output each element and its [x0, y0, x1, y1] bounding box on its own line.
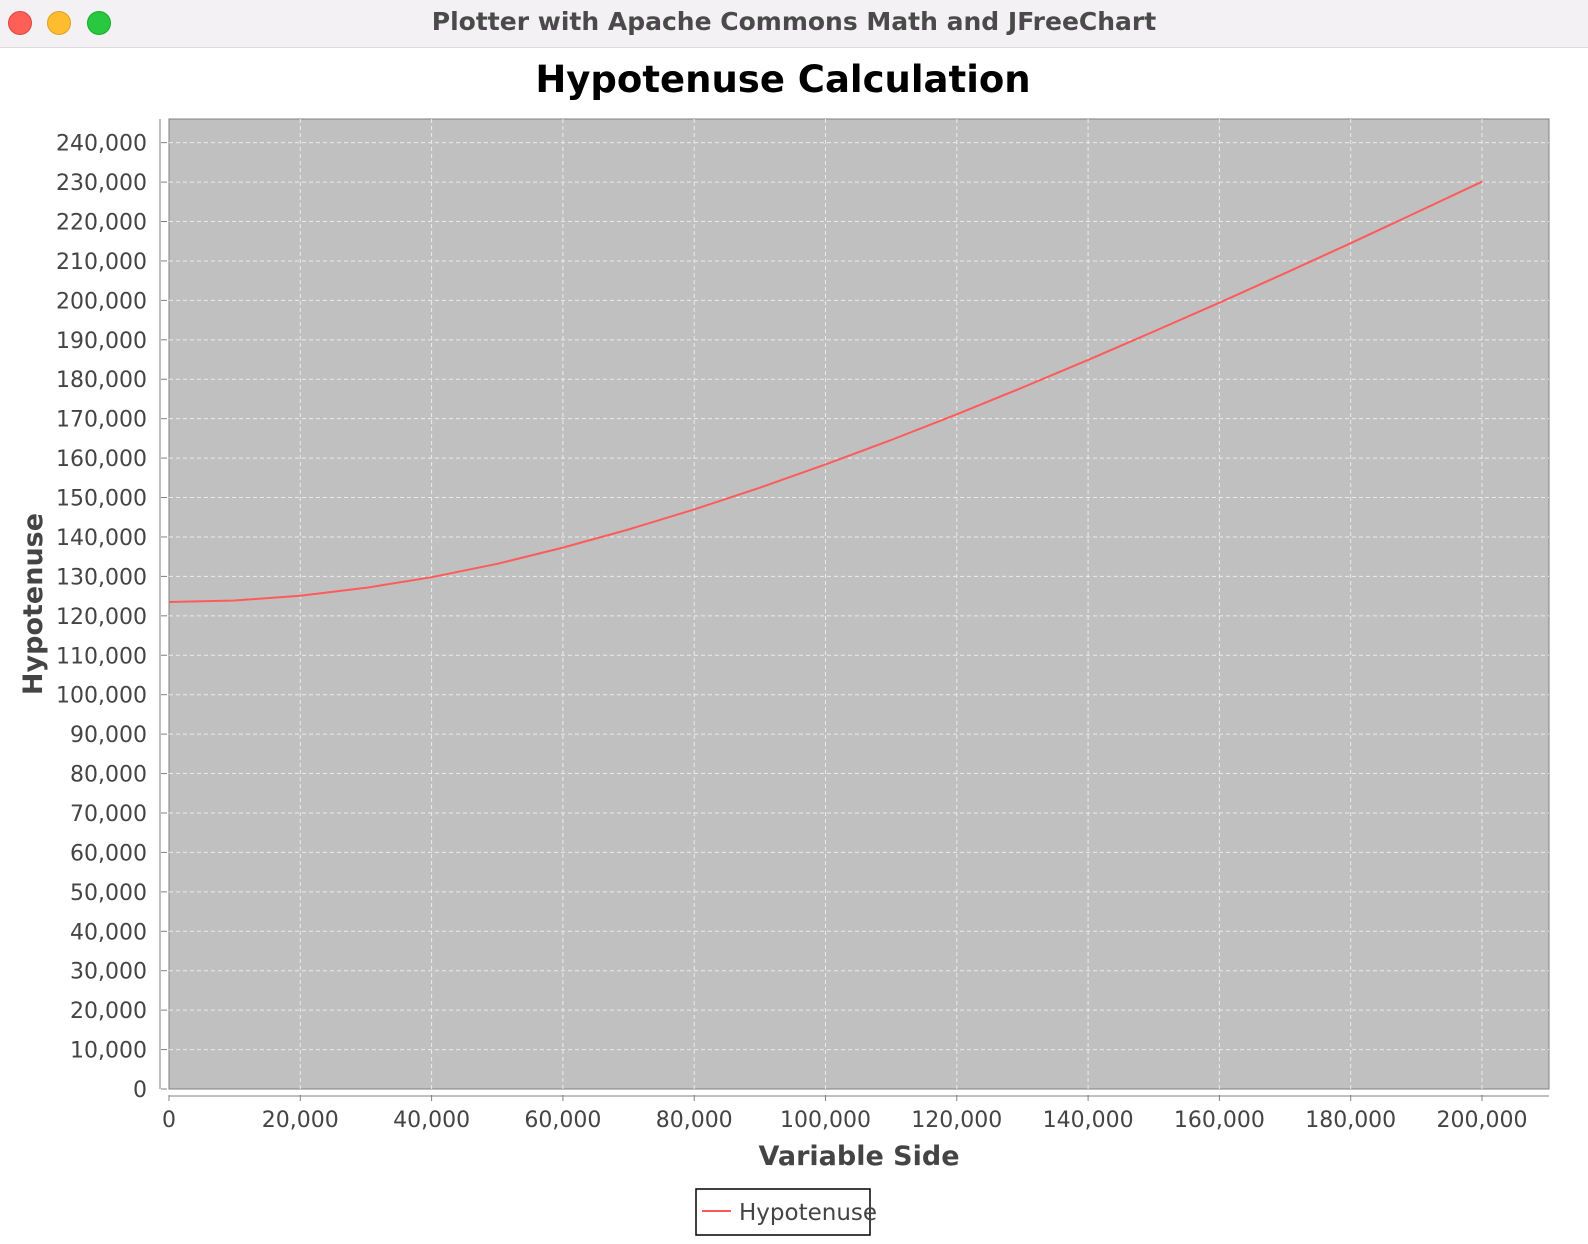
- x-tick-label: 160,000: [1174, 1108, 1265, 1133]
- y-tick-label: 70,000: [70, 802, 147, 827]
- gridlines: [169, 119, 1549, 1089]
- y-tick-label: 160,000: [56, 447, 147, 472]
- x-tick-label: 180,000: [1305, 1108, 1396, 1133]
- series-layer: [168, 180, 1483, 603]
- y-tick-label: 80,000: [70, 763, 147, 788]
- y-tick-label: 140,000: [56, 526, 147, 551]
- y-tick-label: 200,000: [56, 289, 147, 314]
- x-tick-label: 200,000: [1437, 1108, 1528, 1133]
- x-tick-label: 140,000: [1043, 1108, 1134, 1133]
- y-tick-label: 20,000: [70, 999, 147, 1024]
- y-tick-label: 180,000: [56, 368, 147, 393]
- y-tick-label: 190,000: [56, 329, 147, 354]
- plot-area: [168, 118, 1550, 1090]
- x-tick-label: 40,000: [393, 1108, 470, 1133]
- x-axis-ticks: 0 20,000 40,000 60,000 80,000 100,000 120,000 1…: [162, 1095, 1527, 1133]
- x-tick-label: 80,000: [656, 1108, 733, 1133]
- axes: [159, 119, 1549, 1097]
- y-tick-label: 150,000: [56, 487, 147, 512]
- window-title: Plotter with Apache Commons Math and JFr…: [431, 7, 1157, 36]
- chart-title: Hypotenuse Calculation: [535, 58, 1030, 101]
- hypotenuse-chart: Hypotenuse Calculation 0 10,000 20,000 30,0…: [18, 58, 1550, 1236]
- y-tick-label: 240,000: [56, 132, 147, 157]
- y-tick-label: 230,000: [56, 171, 147, 196]
- legend-label-hypotenuse: Hypotenuse: [739, 1200, 877, 1226]
- y-tick-label: 110,000: [56, 644, 147, 669]
- y-axis-ticks: 0 10,000 20,000 30,000 40,000 50,000 60,000 70,…: [56, 132, 167, 1103]
- x-tick-label: 0: [162, 1108, 176, 1133]
- y-tick-label: 120,000: [56, 605, 147, 630]
- y-tick-label: 130,000: [56, 565, 147, 590]
- y-tick-label: 50,000: [70, 881, 147, 906]
- minimize-window-button[interactable]: [47, 11, 71, 35]
- y-tick-label: 90,000: [70, 723, 147, 748]
- legend: Hypotenuse: [695, 1188, 877, 1236]
- close-window-button[interactable]: [8, 11, 32, 35]
- maximize-window-button[interactable]: [87, 11, 111, 35]
- y-tick-label: 170,000: [56, 408, 147, 433]
- window-titlebar: Plotter with Apache Commons Math and JFr…: [0, 0, 1588, 48]
- y-tick-label: 100,000: [56, 684, 147, 709]
- y-tick-label: 0: [133, 1078, 147, 1103]
- y-tick-label: 10,000: [70, 1039, 147, 1064]
- x-axis-label: Variable Side: [758, 1141, 959, 1172]
- x-tick-label: 20,000: [262, 1108, 339, 1133]
- y-tick-label: 40,000: [70, 920, 147, 945]
- series-line-hypotenuse: [168, 180, 1483, 603]
- x-tick-label: 60,000: [524, 1108, 601, 1133]
- y-axis-label: Hypotenuse: [18, 513, 49, 695]
- y-tick-label: 210,000: [56, 250, 147, 275]
- x-tick-label: 100,000: [780, 1108, 871, 1133]
- x-tick-label: 120,000: [911, 1108, 1002, 1133]
- y-tick-label: 60,000: [70, 841, 147, 866]
- y-tick-label: 30,000: [70, 960, 147, 985]
- y-tick-label: 220,000: [56, 211, 147, 236]
